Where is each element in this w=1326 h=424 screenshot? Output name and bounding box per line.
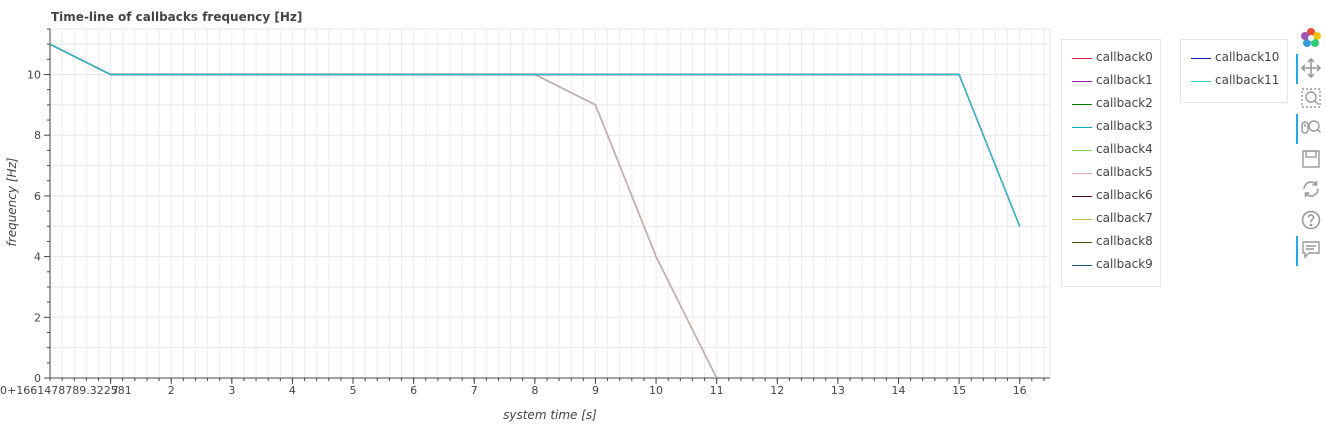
x-axis-label: system time [s] [503, 408, 597, 422]
legend-label: callback4 [1096, 142, 1153, 156]
legend-swatch [1072, 58, 1092, 59]
legend-swatch [1072, 265, 1092, 266]
frequency-chart: Time-line of callbacks frequency [Hz] 2 3… [0, 10, 1051, 422]
pan-tool[interactable] [1296, 54, 1326, 84]
x-first-tick-label: 7 [112, 384, 119, 397]
legend-label: callback8 [1096, 234, 1153, 248]
series-line-callback11 [49, 43, 1021, 227]
x-tick-label: 16 [1013, 384, 1027, 397]
reset-tool[interactable] [1296, 175, 1326, 203]
legend-column-2: callback10 callback11 [1180, 39, 1288, 103]
legend-swatch [1072, 150, 1092, 151]
legend-label: callback6 [1096, 188, 1153, 202]
legend-label: callback7 [1096, 211, 1153, 225]
legend-item-callback10[interactable]: callback10 [1189, 48, 1285, 68]
y-tick-label: 4 [34, 251, 41, 264]
x-tick-label: 6 [410, 384, 417, 397]
series-line-callback1 [49, 43, 718, 379]
legend-item-callback5[interactable]: callback5 [1070, 163, 1158, 183]
grid [49, 28, 1051, 379]
legend-item-callback4[interactable]: callback4 [1070, 140, 1158, 160]
x-tick-label: 13 [831, 384, 845, 397]
legend-item-callback7[interactable]: callback7 [1070, 209, 1158, 229]
hover-tool[interactable] [1296, 236, 1326, 266]
x-offset-label: 0+1661478789.322581 [0, 384, 132, 397]
x-tick-label: 5 [350, 384, 357, 397]
x-tick-label: 10 [649, 384, 663, 397]
series-line-callback0 [49, 43, 718, 379]
y-tick-label: 0 [34, 372, 41, 385]
legend-swatch [1072, 173, 1092, 174]
bokeh-logo[interactable] [1296, 24, 1326, 52]
legend-label: callback9 [1096, 257, 1153, 271]
x-tick-label: 12 [770, 384, 784, 397]
legend-item-callback0[interactable]: callback0 [1070, 48, 1158, 68]
series-lines [49, 43, 1021, 379]
legend-swatch [1072, 81, 1092, 82]
series-line-callback4 [49, 43, 718, 379]
legend-item-callback3[interactable]: callback3 [1070, 117, 1158, 137]
legend-item-callback11[interactable]: callback11 [1189, 71, 1285, 91]
legend-label: callback11 [1215, 73, 1280, 87]
series-line-callback3 [49, 43, 718, 379]
x-tick-label: 8 [531, 384, 538, 397]
y-axis-label: frequency [Hz] [5, 157, 19, 246]
x-tick-label: 3 [228, 384, 235, 397]
legend-item-callback9[interactable]: callback9 [1070, 255, 1158, 275]
legend-column-1: callback0 callback1 callback2 callback3 call… [1061, 39, 1161, 287]
save-tool[interactable] [1296, 145, 1326, 173]
legend-item-callback1[interactable]: callback1 [1070, 71, 1158, 91]
help-tool[interactable] [1296, 206, 1326, 234]
x-tick-label: 14 [891, 384, 905, 397]
y-tick-label: 10 [27, 69, 41, 82]
legend-item-callback2[interactable]: callback2 [1070, 94, 1158, 114]
x-tick-label: 9 [592, 384, 599, 397]
y-tick-label: 6 [34, 190, 41, 203]
y-tick-label: 2 [34, 311, 41, 324]
legend-swatch [1072, 196, 1092, 197]
x-tick-label: 2 [168, 384, 175, 397]
legend-label: callback5 [1096, 165, 1153, 179]
legend-label: callback1 [1096, 73, 1153, 87]
series-line-callback2 [49, 43, 718, 379]
legend-label: callback10 [1215, 50, 1280, 64]
y-tick-label: 8 [34, 129, 41, 142]
axes: 2 3 4 5 6 7 8 9 10 11 12 13 14 15 16 0+1661478789.32258… [0, 28, 1050, 397]
chart-title: Time-line of callbacks frequency [Hz] [51, 10, 302, 24]
legend-swatch [1191, 58, 1211, 59]
legend-swatch [1072, 219, 1092, 220]
legend-label: callback0 [1096, 50, 1153, 64]
legend-swatch [1072, 127, 1092, 128]
legend-label: callback3 [1096, 119, 1153, 133]
legend-label: callback2 [1096, 96, 1153, 110]
series-line-callback5 [49, 43, 718, 379]
x-tick-label: 4 [289, 384, 296, 397]
legend-swatch [1072, 242, 1092, 243]
legend-swatch [1191, 81, 1211, 82]
legend-item-callback8[interactable]: callback8 [1070, 232, 1158, 252]
plot-frame [49, 28, 1051, 379]
wheel-zoom-tool[interactable] [1296, 114, 1326, 144]
x-tick-label: 11 [710, 384, 724, 397]
legend-item-callback6[interactable]: callback6 [1070, 186, 1158, 206]
box-zoom-tool[interactable] [1296, 84, 1326, 112]
legend-swatch [1072, 104, 1092, 105]
x-tick-label: 7 [471, 384, 478, 397]
x-tick-label: 15 [952, 384, 966, 397]
